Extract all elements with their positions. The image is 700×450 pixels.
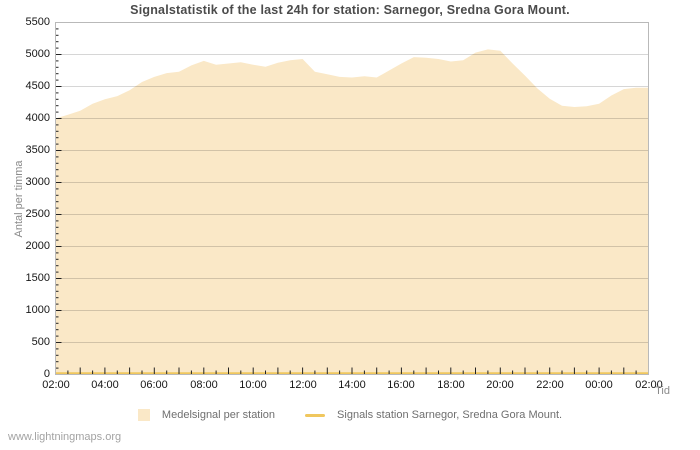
- y-tick-label: 0: [43, 368, 50, 380]
- area-swatch-icon: [137, 409, 150, 421]
- y-tick-label: 4000: [25, 112, 50, 124]
- chart-legend: Medelsignal per station Signals station …: [0, 409, 700, 421]
- area-series: [55, 49, 649, 375]
- y-tick-label: 1000: [25, 304, 50, 316]
- y-axis-title: Antal per timma: [13, 160, 25, 238]
- x-tick-label: 06:00: [140, 379, 168, 391]
- x-tick-label: 16:00: [387, 379, 415, 391]
- plot-border: [55, 22, 649, 375]
- x-tick-label: 04:00: [91, 379, 119, 391]
- y-tick-label: 1500: [25, 272, 50, 284]
- x-tick-label: 18:00: [437, 379, 465, 391]
- x-tick-label: 08:00: [190, 379, 218, 391]
- watermark-lightningmaps: www.lightningmaps.org: [8, 431, 122, 443]
- x-tick-label: 02:00: [42, 379, 70, 391]
- y-tick-label: 2500: [25, 208, 50, 220]
- legend-item-station-signals: Signals station Sarnegor, Sredna Gora Mo…: [305, 409, 562, 421]
- x-tick-label: 12:00: [289, 379, 317, 391]
- x-axis-title: Tid: [655, 385, 670, 397]
- line-swatch-icon: [305, 413, 326, 417]
- legend-item-average-signal: Medelsignal per station: [137, 409, 276, 421]
- legend-label-average-signal: Medelsignal per station: [161, 409, 276, 421]
- y-tick-label: 3500: [25, 144, 50, 156]
- x-tick-label: 22:00: [536, 379, 564, 391]
- y-tick-label: 2000: [25, 240, 50, 252]
- y-tick-label: 4500: [25, 80, 50, 92]
- x-tick-label: 20:00: [486, 379, 514, 391]
- y-tick-label: 500: [31, 336, 50, 348]
- legend-label-station-signals: Signals station Sarnegor, Sredna Gora Mo…: [337, 409, 563, 421]
- x-tick-label: 10:00: [239, 379, 267, 391]
- page-title: Signalstatistik of the last 24h for stat…: [130, 3, 570, 17]
- y-tick-label: 3000: [25, 176, 50, 188]
- x-tick-label: 00:00: [585, 379, 613, 391]
- y-tick-label: 5000: [25, 48, 50, 60]
- x-tick-label: 02:00: [635, 379, 663, 391]
- x-tick-label: 14:00: [338, 379, 366, 391]
- y-tick-label: 5500: [25, 16, 50, 28]
